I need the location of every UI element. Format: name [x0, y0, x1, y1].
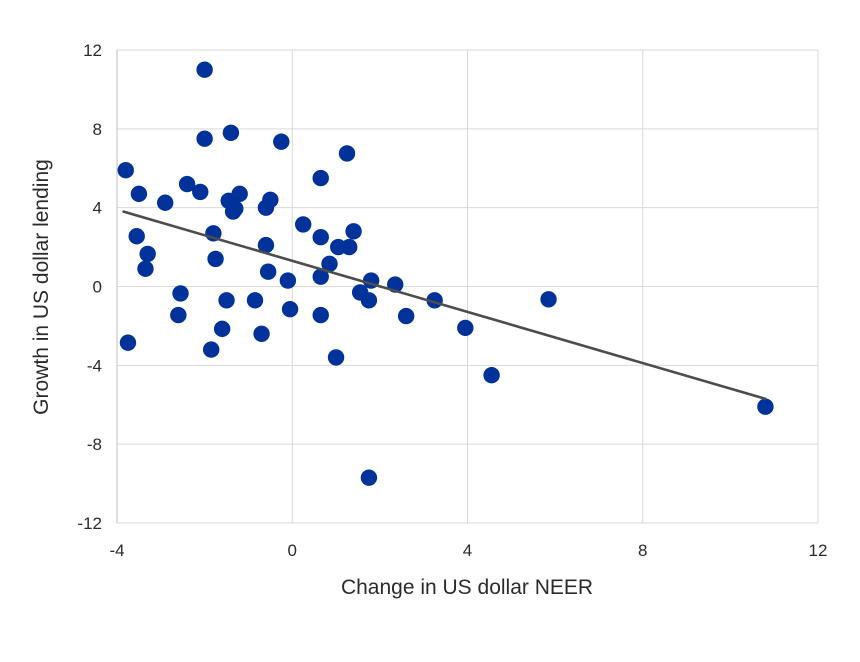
data-points — [117, 61, 774, 486]
data-point — [321, 255, 338, 273]
data-point — [172, 285, 189, 302]
data-point — [192, 183, 209, 201]
y-tick-label: 4 — [93, 199, 102, 218]
data-point — [312, 268, 329, 285]
data-point — [327, 349, 345, 366]
data-point — [222, 124, 240, 141]
y-tick-label: -8 — [87, 435, 102, 454]
data-point — [757, 398, 774, 415]
data-point — [273, 133, 290, 150]
data-point — [360, 469, 378, 486]
data-point — [281, 300, 299, 318]
x-tick-label: -4 — [109, 541, 124, 560]
data-point — [156, 194, 174, 211]
y-axis-title: Growth in US dollar lending — [30, 159, 53, 415]
data-point — [457, 319, 474, 337]
data-point — [170, 306, 187, 324]
trendline — [122, 210, 767, 401]
y-tick-labels: 12 8 4 0 -4 -8 -12 — [77, 41, 102, 533]
data-point — [397, 307, 415, 325]
data-point — [137, 260, 154, 277]
data-point — [130, 185, 148, 203]
y-tick-label: 12 — [83, 41, 102, 60]
data-point — [119, 334, 137, 351]
data-point — [196, 130, 213, 147]
data-point — [218, 292, 235, 309]
data-point — [360, 292, 378, 309]
data-point — [259, 263, 277, 280]
data-point — [312, 229, 329, 246]
data-point — [139, 245, 156, 263]
x-tick-label: 0 — [288, 541, 297, 560]
data-point — [246, 292, 264, 309]
data-point — [279, 272, 297, 289]
x-tick-labels: -4 0 4 8 12 — [109, 541, 827, 560]
data-point — [253, 325, 270, 342]
data-point — [483, 366, 500, 384]
y-tick-label: 0 — [93, 278, 102, 297]
gridlines — [117, 49, 819, 524]
data-point — [128, 228, 145, 245]
data-point — [117, 162, 134, 179]
trendline-layer — [122, 210, 767, 401]
data-point — [295, 216, 312, 233]
data-point — [338, 145, 356, 162]
x-axis-title: Change in US dollar NEER — [341, 576, 593, 599]
data-point — [257, 199, 275, 216]
data-point — [257, 236, 275, 254]
data-point — [213, 320, 231, 338]
data-point — [341, 238, 358, 256]
data-point — [196, 61, 213, 78]
data-point — [224, 203, 242, 220]
data-point — [345, 223, 362, 240]
data-point — [312, 306, 329, 324]
x-tick-label: 4 — [463, 541, 472, 560]
data-point — [202, 341, 220, 358]
data-point — [207, 250, 224, 268]
x-tick-label: 12 — [809, 541, 828, 560]
data-point — [312, 169, 329, 187]
x-tick-label: 8 — [638, 541, 647, 560]
data-point — [540, 291, 557, 308]
y-tick-label: 8 — [93, 120, 102, 139]
y-tick-label: -12 — [77, 514, 102, 533]
y-tick-label: -4 — [87, 356, 102, 375]
data-point — [178, 175, 196, 193]
